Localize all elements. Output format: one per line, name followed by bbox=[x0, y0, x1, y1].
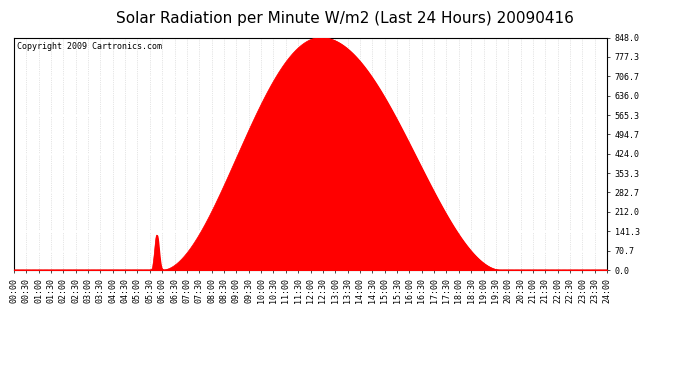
Text: Copyright 2009 Cartronics.com: Copyright 2009 Cartronics.com bbox=[17, 42, 161, 51]
Text: Solar Radiation per Minute W/m2 (Last 24 Hours) 20090416: Solar Radiation per Minute W/m2 (Last 24… bbox=[116, 11, 574, 26]
